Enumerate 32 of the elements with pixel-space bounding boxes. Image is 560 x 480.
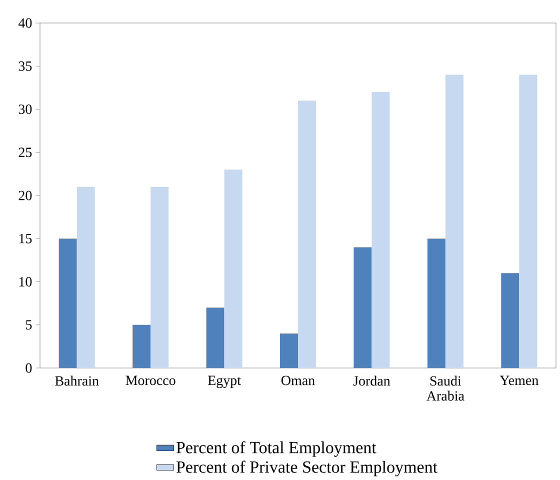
bar	[501, 273, 520, 368]
bar	[280, 334, 298, 368]
bar	[354, 247, 372, 368]
x-tick-label: Yemen	[500, 376, 538, 386]
x-tick-label: Morocco	[126, 376, 176, 386]
bar	[132, 324, 151, 368]
x-tick-label: Jordan	[353, 376, 390, 386]
bar	[427, 238, 446, 368]
y-tick-label: 40	[18, 18, 32, 28]
legend-label: Percent of Total Employment	[176, 441, 376, 457]
x-tick-label: Bahrain	[55, 376, 99, 386]
bar	[298, 100, 316, 368]
bar	[76, 186, 95, 368]
y-tick-label: 20	[18, 190, 32, 200]
y-tick-label: 35	[18, 61, 32, 71]
bar	[519, 74, 538, 368]
x-tick-label: Oman	[281, 376, 315, 386]
y-tick-label: 25	[18, 148, 32, 158]
y-tick-label: 10	[19, 277, 32, 286]
bar	[58, 238, 77, 368]
legend-label: Percent of Private Sector Employment	[176, 460, 438, 476]
bar	[206, 308, 224, 368]
x-tick-label: Egypt	[208, 376, 241, 388]
y-tick-label: 0	[26, 363, 32, 373]
y-tick-label: 15	[19, 234, 32, 244]
bar	[150, 186, 169, 368]
bar	[372, 92, 390, 368]
x-tick-label: Saudi Arabia	[426, 376, 464, 401]
y-tick-label: 30	[18, 104, 32, 114]
bar	[224, 170, 242, 368]
bar	[445, 74, 464, 368]
y-tick-label: 5	[26, 320, 32, 330]
